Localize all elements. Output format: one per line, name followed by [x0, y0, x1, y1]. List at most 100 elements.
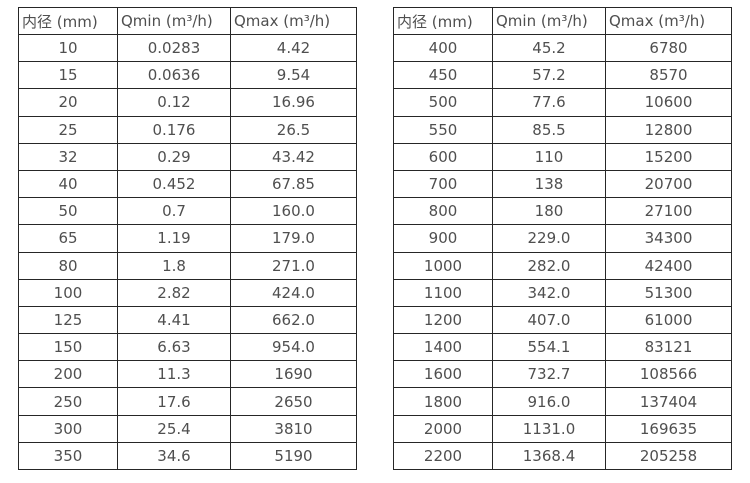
- qmax-cell: 3810: [230, 414, 357, 443]
- qmax-cell: 83121: [605, 333, 732, 362]
- flow-table-small-diameters: 内径 (mm) Qmin (m³/h) Qmax (m³/h) 10 0.0283…: [18, 7, 357, 471]
- table-body: 10 0.0283 4.42 15 0.0636 9.54 20 0.12 16.96 25 0.1…: [18, 33, 357, 471]
- table-row: 350 34.6 5190: [18, 441, 357, 471]
- diameter-cell: 150: [18, 333, 118, 362]
- qmin-cell: 732.7: [492, 360, 606, 389]
- qmax-cell: 51300: [605, 278, 732, 307]
- table-row: 10 0.0283 4.42: [18, 33, 357, 63]
- qmax-cell: 169635: [605, 414, 732, 443]
- diameter-cell: 50: [18, 197, 118, 226]
- table-row: 20 0.12 16.96: [18, 88, 357, 117]
- qmin-cell: 4.41: [117, 305, 231, 335]
- table-row: 250 17.6 2650: [18, 387, 357, 416]
- table-row: 15 0.0636 9.54: [18, 61, 357, 90]
- diameter-cell: 300: [18, 414, 118, 443]
- table-body: 400 45.2 6780 450 57.2 8570 500 77.6 10600 550 85.…: [393, 33, 732, 471]
- diameter-cell: 25: [18, 115, 118, 144]
- qmax-cell: 34300: [605, 224, 732, 253]
- qmin-cell: 407.0: [492, 305, 606, 335]
- diameter-cell: 1400: [393, 333, 493, 362]
- diameter-cell: 1800: [393, 387, 493, 416]
- diameter-cell: 500: [393, 88, 493, 117]
- qmin-cell: 2.82: [117, 278, 231, 307]
- qmin-cell: 1.8: [117, 251, 231, 280]
- qmax-cell: 954.0: [230, 333, 357, 362]
- qmin-cell: 554.1: [492, 333, 606, 362]
- table-row: 1800 916.0 137404: [393, 387, 732, 416]
- qmax-cell: 67.85: [230, 169, 357, 199]
- diameter-cell: 20: [18, 88, 118, 117]
- table-row: 500 77.6 10600: [393, 88, 732, 117]
- diameter-cell: 550: [393, 115, 493, 144]
- col-header-diameter: 内径 (mm): [18, 7, 118, 35]
- col-header-qmin: Qmin (m³/h): [492, 7, 606, 35]
- table-row: 100 2.82 424.0: [18, 278, 357, 307]
- diameter-cell: 1200: [393, 305, 493, 335]
- col-header-qmax: Qmax (m³/h): [605, 7, 732, 35]
- diameter-cell: 450: [393, 61, 493, 90]
- qmin-cell: 17.6: [117, 387, 231, 416]
- qmax-cell: 2650: [230, 387, 357, 416]
- diameter-cell: 200: [18, 360, 118, 389]
- qmin-cell: 180: [492, 197, 606, 226]
- qmax-cell: 6780: [605, 33, 732, 63]
- table-row: 1100 342.0 51300: [393, 278, 732, 307]
- table-row: 1200 407.0 61000: [393, 305, 732, 335]
- qmax-cell: 42400: [605, 251, 732, 280]
- qmin-cell: 34.6: [117, 441, 231, 471]
- table-row: 600 110 15200: [393, 142, 732, 171]
- qmin-cell: 138: [492, 169, 606, 199]
- qmax-cell: 1690: [230, 360, 357, 389]
- table-row: 550 85.5 12800: [393, 115, 732, 144]
- qmin-cell: 45.2: [492, 33, 606, 63]
- qmin-cell: 1368.4: [492, 441, 606, 471]
- table-row: 200 11.3 1690: [18, 360, 357, 389]
- qmax-cell: 137404: [605, 387, 732, 416]
- col-header-diameter: 内径 (mm): [393, 7, 493, 35]
- table-row: 32 0.29 43.42: [18, 142, 357, 171]
- qmax-cell: 271.0: [230, 251, 357, 280]
- qmax-cell: 20700: [605, 169, 732, 199]
- qmin-cell: 0.7: [117, 197, 231, 226]
- col-header-qmin: Qmin (m³/h): [117, 7, 231, 35]
- qmax-cell: 4.42: [230, 33, 357, 63]
- diameter-cell: 2000: [393, 414, 493, 443]
- qmin-cell: 57.2: [492, 61, 606, 90]
- table-row: 50 0.7 160.0: [18, 197, 357, 226]
- qmin-cell: 0.12: [117, 88, 231, 117]
- qmax-cell: 160.0: [230, 197, 357, 226]
- qmin-cell: 342.0: [492, 278, 606, 307]
- diameter-cell: 900: [393, 224, 493, 253]
- qmin-cell: 6.63: [117, 333, 231, 362]
- qmax-cell: 26.5: [230, 115, 357, 144]
- diameter-cell: 250: [18, 387, 118, 416]
- qmax-cell: 108566: [605, 360, 732, 389]
- qmax-cell: 205258: [605, 441, 732, 471]
- qmax-cell: 16.96: [230, 88, 357, 117]
- col-header-qmax: Qmax (m³/h): [230, 7, 357, 35]
- qmin-cell: 1.19: [117, 224, 231, 253]
- header-row: 内径 (mm) Qmin (m³/h) Qmax (m³/h): [18, 7, 357, 35]
- header-row: 内径 (mm) Qmin (m³/h) Qmax (m³/h): [393, 7, 732, 35]
- qmin-cell: 1131.0: [492, 414, 606, 443]
- diameter-cell: 40: [18, 169, 118, 199]
- table-row: 900 229.0 34300: [393, 224, 732, 253]
- table-row: 300 25.4 3810: [18, 414, 357, 443]
- table-row: 400 45.2 6780: [393, 33, 732, 63]
- qmax-cell: 15200: [605, 142, 732, 171]
- qmin-cell: 11.3: [117, 360, 231, 389]
- qmax-cell: 61000: [605, 305, 732, 335]
- qmin-cell: 0.29: [117, 142, 231, 171]
- diameter-cell: 32: [18, 142, 118, 171]
- qmin-cell: 110: [492, 142, 606, 171]
- table-row: 125 4.41 662.0: [18, 305, 357, 335]
- qmax-cell: 662.0: [230, 305, 357, 335]
- table-row: 800 180 27100: [393, 197, 732, 226]
- diameter-cell: 65: [18, 224, 118, 253]
- qmin-cell: 25.4: [117, 414, 231, 443]
- table-row: 1600 732.7 108566: [393, 360, 732, 389]
- qmin-cell: 0.176: [117, 115, 231, 144]
- qmin-cell: 0.0636: [117, 61, 231, 90]
- table-row: 1000 282.0 42400: [393, 251, 732, 280]
